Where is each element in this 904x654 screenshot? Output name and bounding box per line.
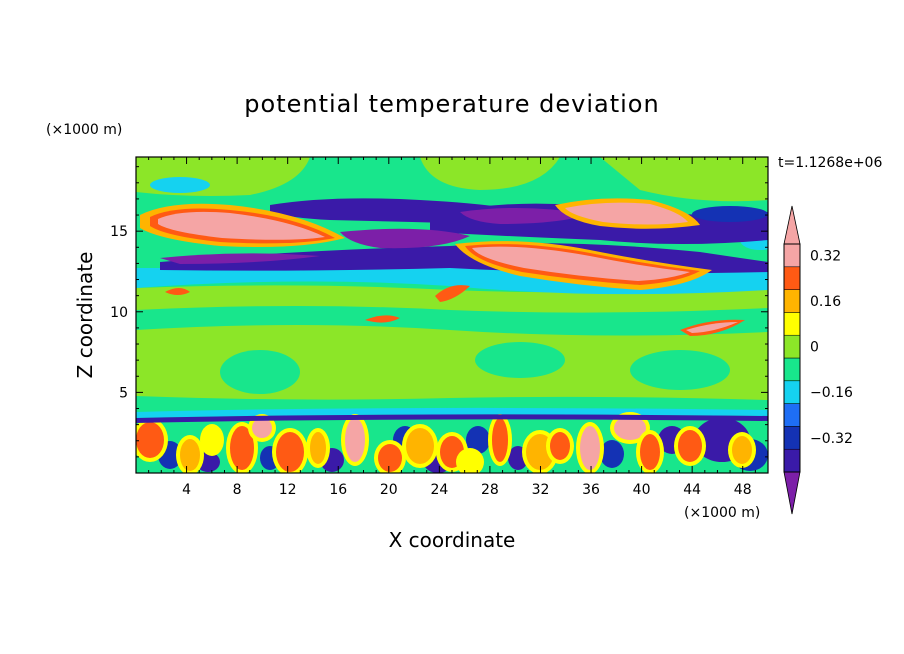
- field-bl-cell-0: [136, 422, 164, 458]
- x-tick-label: 36: [582, 482, 600, 498]
- field-bl-cell-14: [614, 416, 646, 440]
- x-tick-label: 44: [683, 482, 701, 498]
- colorbar-bin: [783, 357, 801, 382]
- field-bl-cell-10: [492, 418, 508, 462]
- x-tick-label: 40: [633, 482, 651, 498]
- x-tick-label: 4: [182, 482, 191, 498]
- contour-field: [136, 157, 768, 473]
- field-patch-mid-b: [475, 342, 565, 378]
- colorbar-bin: [783, 312, 801, 336]
- y-tick-label: 5: [119, 385, 128, 401]
- y-unit-label: (×1000 m): [46, 122, 122, 138]
- field-bl-cell-13: [580, 426, 600, 470]
- field-bl-cell-6: [345, 418, 365, 462]
- field-patch-mid-c: [630, 350, 730, 390]
- field-lens-small-right-core: [686, 322, 738, 333]
- colorbar-lower-extension: [783, 471, 801, 515]
- field-lens-right-core: [472, 246, 690, 281]
- field-bl-cell-5: [310, 432, 326, 464]
- field-patch-cyan-a: [150, 177, 210, 193]
- chart-title: potential temperature deviation: [244, 90, 659, 118]
- field-bl-cell-16: [678, 430, 702, 462]
- field-bl-cell-4: [276, 432, 304, 472]
- x-tick-label: 16: [329, 482, 347, 498]
- x-axis: 4 8 12 16 20 24 28 32 36 40 44 48: [148, 157, 756, 498]
- colorbar-tick-label: 0.16: [810, 294, 841, 310]
- field-patch-mid-a: [220, 350, 300, 394]
- y-axis-label: Z coordinate: [73, 252, 97, 379]
- field-bl-inversion: [136, 414, 768, 423]
- colorbar-tick-label: 0: [810, 340, 819, 356]
- field-bl-cell-7: [378, 444, 402, 472]
- field-bl-negative-cell-6: [466, 426, 490, 454]
- field-patch-blue-a: [692, 206, 768, 222]
- field-bl-cell-15: [640, 434, 660, 470]
- time-label: t=1.1268e+06: [778, 155, 882, 171]
- field-lens-upper-right-core: [565, 202, 688, 225]
- field-bl-cell-18: [204, 428, 220, 452]
- colorbar-bin: [783, 403, 801, 427]
- field-bl-cell-12: [550, 432, 570, 460]
- field-lens-small-mid: [365, 315, 400, 323]
- x-tick-label: 8: [233, 482, 242, 498]
- field-lens-small-b: [165, 288, 190, 295]
- colorbar-bin: [783, 426, 801, 450]
- colorbar-bin: [783, 266, 801, 290]
- field-band-purple-b: [460, 207, 590, 224]
- x-tick-label: 28: [481, 482, 499, 498]
- field-patch-upper-mid: [420, 157, 560, 190]
- field-patch-upper-right: [600, 157, 768, 202]
- field-lens-left-core: [158, 211, 325, 240]
- field-bl-cell-19: [460, 452, 480, 472]
- x-tick-label: 12: [279, 482, 297, 498]
- colorbar-bin: [783, 289, 801, 313]
- colorbar-tick-label: 0.32: [810, 248, 841, 264]
- colorbar-bin: [783, 448, 801, 473]
- x-axis-label: X coordinate: [389, 528, 516, 552]
- colorbar-bin: [783, 334, 801, 359]
- field-band-purple-c: [160, 253, 320, 264]
- x-tick-label: 32: [532, 482, 550, 498]
- colorbar-bin: [783, 380, 801, 404]
- x-tick-label: 20: [380, 482, 398, 498]
- x-tick-label: 24: [430, 482, 448, 498]
- colorbar-upper-extension: [783, 205, 801, 245]
- colorbar-frame: [783, 243, 801, 473]
- field-band-purple-a: [340, 228, 470, 249]
- field-lens-small-a: [435, 285, 470, 302]
- y-axis: 5 10 15: [110, 166, 768, 458]
- field-bl-cell-3: [252, 418, 272, 438]
- x-tick-label: 48: [734, 482, 752, 498]
- y-tick-label: 15: [110, 224, 128, 240]
- colorbar: −0.32 −0.16 0 0.16 0.32: [783, 205, 853, 515]
- field-bl-cell-1: [180, 439, 200, 471]
- field-bl-cell-8: [406, 428, 434, 464]
- colorbar-tick-label: −0.32: [810, 431, 853, 447]
- y-tick-label: 10: [110, 305, 128, 321]
- field-bl-negative-cell-8: [600, 440, 624, 468]
- colorbar-bin: [783, 243, 801, 268]
- x-unit-label: (×1000 m): [684, 505, 760, 521]
- field-bl-cell-2: [230, 426, 254, 470]
- colorbar-tick-label: −0.16: [810, 385, 853, 401]
- field-bl-cell-17: [732, 436, 752, 464]
